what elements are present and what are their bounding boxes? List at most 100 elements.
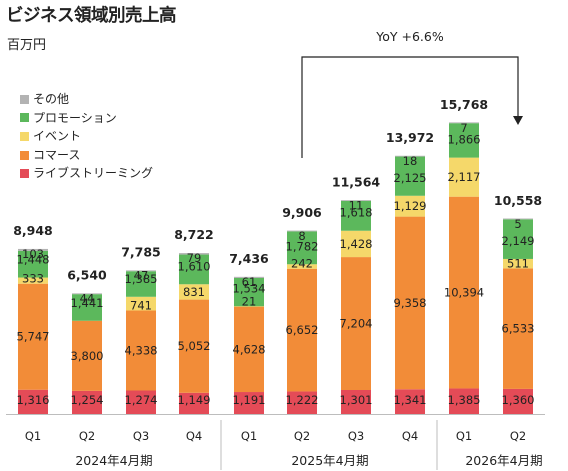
- data-label: 21: [242, 295, 257, 309]
- data-label: 1,385: [125, 272, 158, 286]
- bar-segment: [287, 264, 317, 269]
- bar-segment: [179, 299, 209, 393]
- x-tick-label: Q4: [186, 429, 202, 443]
- legend: その他 プロモーション イベント コマース ライブストリーミング: [20, 90, 153, 183]
- total-label: 11,564: [332, 175, 381, 190]
- x-tick-label: Q4: [402, 429, 418, 443]
- bar-segment: [179, 392, 209, 414]
- yoy-annotation: YoY +6.6%: [375, 29, 444, 44]
- bar-segment: [18, 277, 48, 284]
- bar-segment: [503, 219, 533, 259]
- total-label: 7,436: [229, 251, 269, 266]
- data-label: 1,341: [394, 393, 427, 407]
- bar-segment: [287, 230, 317, 232]
- bar-segment: [341, 200, 371, 201]
- data-label: 1,618: [340, 206, 373, 220]
- bar-segment: [395, 155, 425, 157]
- data-label: 333: [22, 272, 44, 286]
- data-label: 10,394: [444, 286, 484, 300]
- data-label: 5,052: [178, 339, 211, 353]
- data-label: 1,448: [17, 253, 50, 267]
- total-label: 10,558: [494, 193, 542, 208]
- bar-segment: [503, 258, 533, 269]
- legend-item-event: イベント: [20, 127, 153, 146]
- data-label: 1,316: [17, 393, 50, 407]
- bar-segment: [18, 389, 48, 414]
- bar-segment: [395, 389, 425, 414]
- group-label: 2025年4月期: [291, 453, 368, 468]
- bar-segment: [234, 392, 264, 414]
- bar-segment: [126, 390, 156, 414]
- data-label: 9,358: [394, 296, 427, 310]
- bar-segment: [72, 293, 102, 295]
- bar-segment: [179, 253, 209, 255]
- bar-segment: [234, 306, 264, 393]
- bar-segment: [287, 231, 317, 265]
- data-label: 103: [22, 247, 44, 261]
- data-label: 1,428: [340, 237, 373, 251]
- bar-segment: [287, 391, 317, 414]
- total-label: 9,906: [282, 205, 322, 220]
- bar-segment: [179, 254, 209, 285]
- bar-segment: [126, 270, 156, 272]
- legend-label: イベント: [33, 129, 82, 144]
- data-label: 1,385: [448, 393, 481, 407]
- data-label: 511: [507, 256, 529, 270]
- x-tick-label: Q1: [241, 429, 257, 443]
- bar-segment: [503, 218, 533, 220]
- data-label: 831: [183, 285, 205, 299]
- total-label: 8,722: [174, 227, 214, 242]
- yoy-bracket: [301, 56, 519, 158]
- data-label: 5: [514, 217, 521, 231]
- data-label: 2,125: [394, 171, 427, 185]
- bar-segment: [126, 271, 156, 297]
- data-label: 7: [460, 121, 467, 135]
- bar-segment: [234, 277, 264, 307]
- data-label: 1,782: [286, 239, 319, 253]
- legend-swatch: [20, 131, 29, 141]
- data-label: 47: [134, 268, 149, 282]
- bar-segment: [18, 248, 48, 251]
- data-label: 11: [349, 199, 364, 213]
- bar-segment: [179, 284, 209, 300]
- total-label: 15,768: [440, 97, 488, 112]
- bar-segment: [449, 196, 479, 389]
- bar-segment: [234, 276, 264, 278]
- data-label: 18: [403, 154, 418, 168]
- legend-label: その他: [33, 92, 70, 106]
- x-tick-label: Q3: [133, 429, 149, 443]
- data-label: 1,610: [178, 259, 211, 273]
- data-label: 4,628: [233, 342, 266, 356]
- data-label: 44: [80, 291, 95, 305]
- bar-segment: [72, 294, 102, 321]
- bar-segment: [287, 268, 317, 392]
- legend-item-livestreaming: ライブストリーミング: [20, 164, 153, 183]
- data-label: 1,222: [286, 393, 319, 407]
- yoy-arrowhead: [513, 116, 523, 125]
- bar-segment: [449, 122, 479, 124]
- x-tick-label: Q2: [79, 429, 95, 443]
- total-label: 7,785: [121, 244, 161, 259]
- bar-segment: [341, 200, 371, 231]
- bar-segment: [18, 283, 48, 390]
- x-tick-label: Q2: [510, 429, 526, 443]
- bar-segment: [449, 157, 479, 197]
- legend-swatch: [20, 169, 29, 179]
- bar-segment: [503, 388, 533, 414]
- bar-segment: [72, 320, 102, 391]
- data-label: 4,338: [125, 343, 158, 357]
- data-label: 6,652: [286, 323, 319, 337]
- legend-swatch: [20, 150, 29, 160]
- data-label: 1,274: [125, 393, 158, 407]
- bar-segment: [126, 296, 156, 311]
- data-label: 242: [291, 257, 313, 271]
- legend-item-promotion: プロモーション: [20, 109, 153, 128]
- data-label: 1,191: [233, 393, 266, 407]
- data-label: 61: [242, 275, 257, 289]
- data-label: 1,441: [71, 296, 104, 310]
- x-tick-label: Q1: [25, 429, 41, 443]
- bar-segment: [395, 156, 425, 196]
- data-label: 1,301: [340, 393, 373, 407]
- bar-segment: [395, 216, 425, 390]
